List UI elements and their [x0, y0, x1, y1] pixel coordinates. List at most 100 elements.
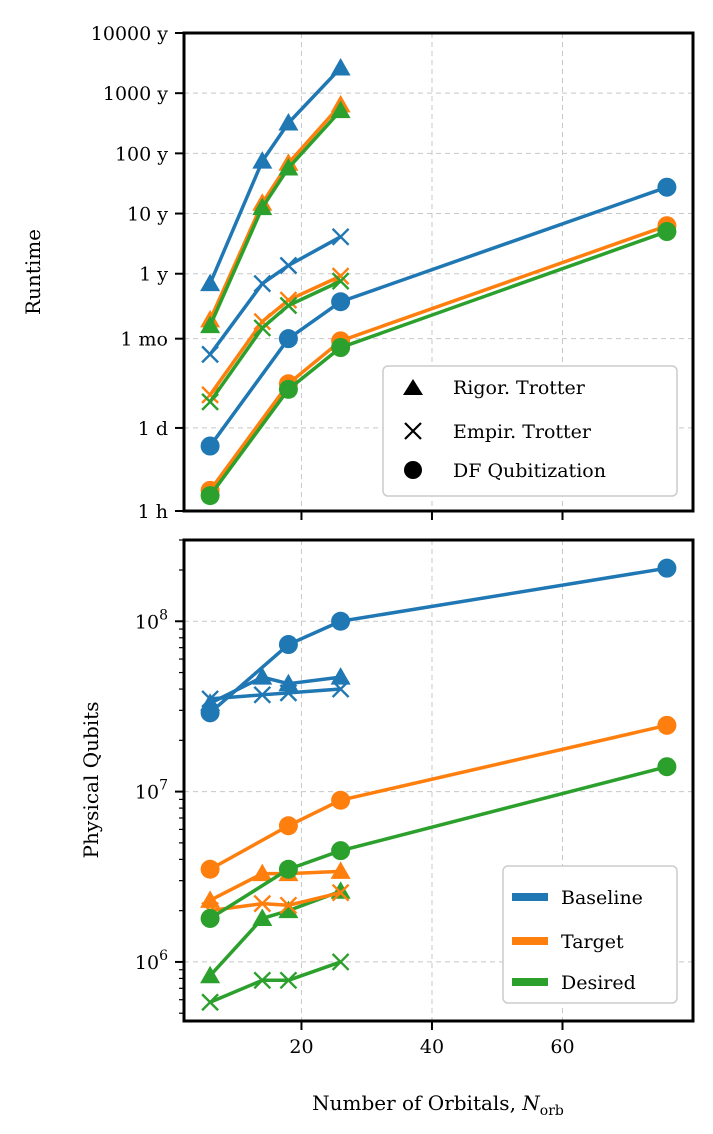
y-tick-label: 1000 y [103, 83, 168, 105]
baseline-df-qubitization-line [208, 566, 668, 715]
x-marker-icon [404, 422, 422, 440]
x-tick-label: 60 [550, 1036, 574, 1058]
target-empir-trotter-line [209, 890, 342, 913]
desired-rigor-trotter-point [252, 908, 273, 926]
qubits-panel: 106 107 108 20 40 60 Physical Qubits Number o… [79, 538, 695, 1119]
desired-empir-trotter-point [279, 296, 298, 315]
desired-swatch [512, 978, 548, 986]
runtime-plot-frame [182, 31, 695, 513]
desired-empir-trotter-point [201, 993, 219, 1012]
legend-desired: Desired [561, 972, 636, 994]
xlabel-prefix: Number of Orbitals, [312, 1091, 522, 1115]
marker-legend: Rigor. Trotter Empir. Trotter DF Qubitiz… [382, 365, 678, 497]
baseline-empir-trotter-point [253, 685, 272, 704]
target-empir-trotter-point [201, 386, 219, 404]
legend-target: Target [561, 931, 624, 953]
desired-rigor-trotter-point [252, 197, 273, 216]
y-tick-label: 1 mo [120, 329, 168, 351]
desired-df-qubitization-point [278, 859, 298, 879]
x-tick-label: 40 [420, 1036, 444, 1058]
legend-rigor-trotter: Rigor. Trotter [453, 377, 586, 399]
runtime-panel: 1 h 1 d 1 mo 1 y 10 y 100 y 1000 y 10000 y Runt… [21, 23, 695, 523]
legend-df-qubitization: DF Qubitization [453, 460, 606, 482]
desired-df-qubitization-point [278, 379, 298, 399]
desired-empir-trotter-point [253, 319, 272, 337]
xlabel-sub: orb [540, 1103, 564, 1119]
baseline-empir-trotter-line [208, 235, 342, 356]
baseline-empir-trotter-point [201, 345, 219, 364]
triangle-marker-icon [403, 379, 423, 395]
target-df-qubitization-point [278, 816, 298, 836]
desired-rigor-trotter-point [200, 965, 221, 984]
desired-empir-trotter-point [253, 971, 272, 990]
baseline-df-qubitization-line [208, 185, 668, 448]
target-rigor-trotter-line [209, 869, 341, 902]
baseline-empir-trotter-point [253, 274, 272, 293]
baseline-rigor-trotter-point [278, 112, 299, 131]
legend-empir-trotter: Empir. Trotter [453, 421, 592, 443]
y-tick-label: 10000 y [91, 23, 168, 45]
color-legend: Baseline Target Desired [502, 865, 678, 1004]
target-empir-trotter-point [253, 894, 272, 913]
runtime-ylabel: Runtime [21, 229, 45, 315]
target-empir-trotter-line [208, 274, 342, 396]
y-tick-label: 1 y [139, 264, 168, 286]
y-tick-label: 106 [135, 948, 168, 974]
baseline-rigor-trotter-line [208, 66, 342, 285]
y-tick-label: 108 [135, 607, 168, 633]
desired-empir-trotter-line [209, 960, 342, 1004]
target-empir-trotter-point [279, 291, 298, 309]
runtime-ticks: 1 h 1 d 1 mo 1 y 10 y 100 y 1000 y 10000 y [91, 23, 564, 523]
baseline-empir-trotter-point [279, 683, 298, 702]
desired-empir-trotter-point [331, 953, 350, 971]
marker-legend-box [382, 365, 678, 497]
qubits-xlabel: Number of Orbitals, Norb [312, 1091, 564, 1119]
desired-empir-trotter-point [331, 272, 350, 290]
baseline-df-qubitization-point [657, 558, 677, 578]
baseline-empir-trotter-point [331, 227, 350, 246]
desired-rigor-trotter-point [330, 100, 351, 119]
baseline-rigor-trotter-point [330, 57, 351, 76]
baseline-df-qubitization-point [331, 611, 351, 631]
target-empir-trotter-point [253, 312, 272, 331]
desired-df-qubitization-point [331, 841, 351, 861]
desired-empir-trotter-point [279, 971, 298, 990]
y-tick-label: 1 h [138, 501, 168, 523]
baseline-swatch [512, 893, 548, 901]
baseline-empir-trotter-point [331, 680, 350, 698]
baseline-rigor-trotter-point [252, 151, 273, 169]
baseline-rigor-trotter-point [252, 667, 273, 685]
qubits-ylabel: Physical Qubits [79, 702, 103, 859]
baseline-empir-trotter-line [209, 687, 341, 701]
desired-df-qubitization-point [657, 222, 677, 242]
target-rigor-trotter-point [330, 861, 351, 879]
y-tick-label: 10 y [127, 204, 168, 226]
desired-df-qubitization-point [200, 908, 220, 928]
baseline-df-qubitization-point [278, 635, 298, 655]
target-rigor-trotter-point [200, 890, 221, 908]
target-swatch [512, 937, 548, 945]
desired-empir-trotter-point [201, 393, 219, 411]
target-df-qubitization-point [200, 859, 220, 879]
baseline-rigor-trotter-point [330, 667, 351, 685]
target-df-qubitization-point [331, 790, 351, 810]
desired-df-qubitization-point [657, 757, 677, 777]
y-tick-label: 107 [135, 778, 168, 804]
target-rigor-trotter-line [208, 103, 342, 321]
xlabel-var: N [521, 1091, 541, 1115]
desired-df-qubitization-point [200, 486, 220, 506]
baseline-df-qubitization-point [200, 436, 220, 456]
runtime-series [200, 57, 677, 506]
x-tick-label: 20 [289, 1036, 313, 1058]
desired-df-qubitization-line [208, 229, 668, 497]
desired-df-qubitization-line [209, 765, 668, 920]
target-df-qubitization-line [209, 723, 668, 871]
legend-baseline: Baseline [561, 887, 643, 909]
qubits-ticks: 106 107 108 20 40 60 [135, 539, 575, 1058]
target-rigor-trotter-point [252, 863, 273, 882]
target-df-qubitization-line [208, 224, 668, 492]
desired-rigor-trotter-point [278, 158, 299, 176]
desired-rigor-trotter-line [208, 109, 342, 327]
target-empir-trotter-point [279, 896, 298, 915]
baseline-df-qubitization-point [657, 177, 677, 197]
